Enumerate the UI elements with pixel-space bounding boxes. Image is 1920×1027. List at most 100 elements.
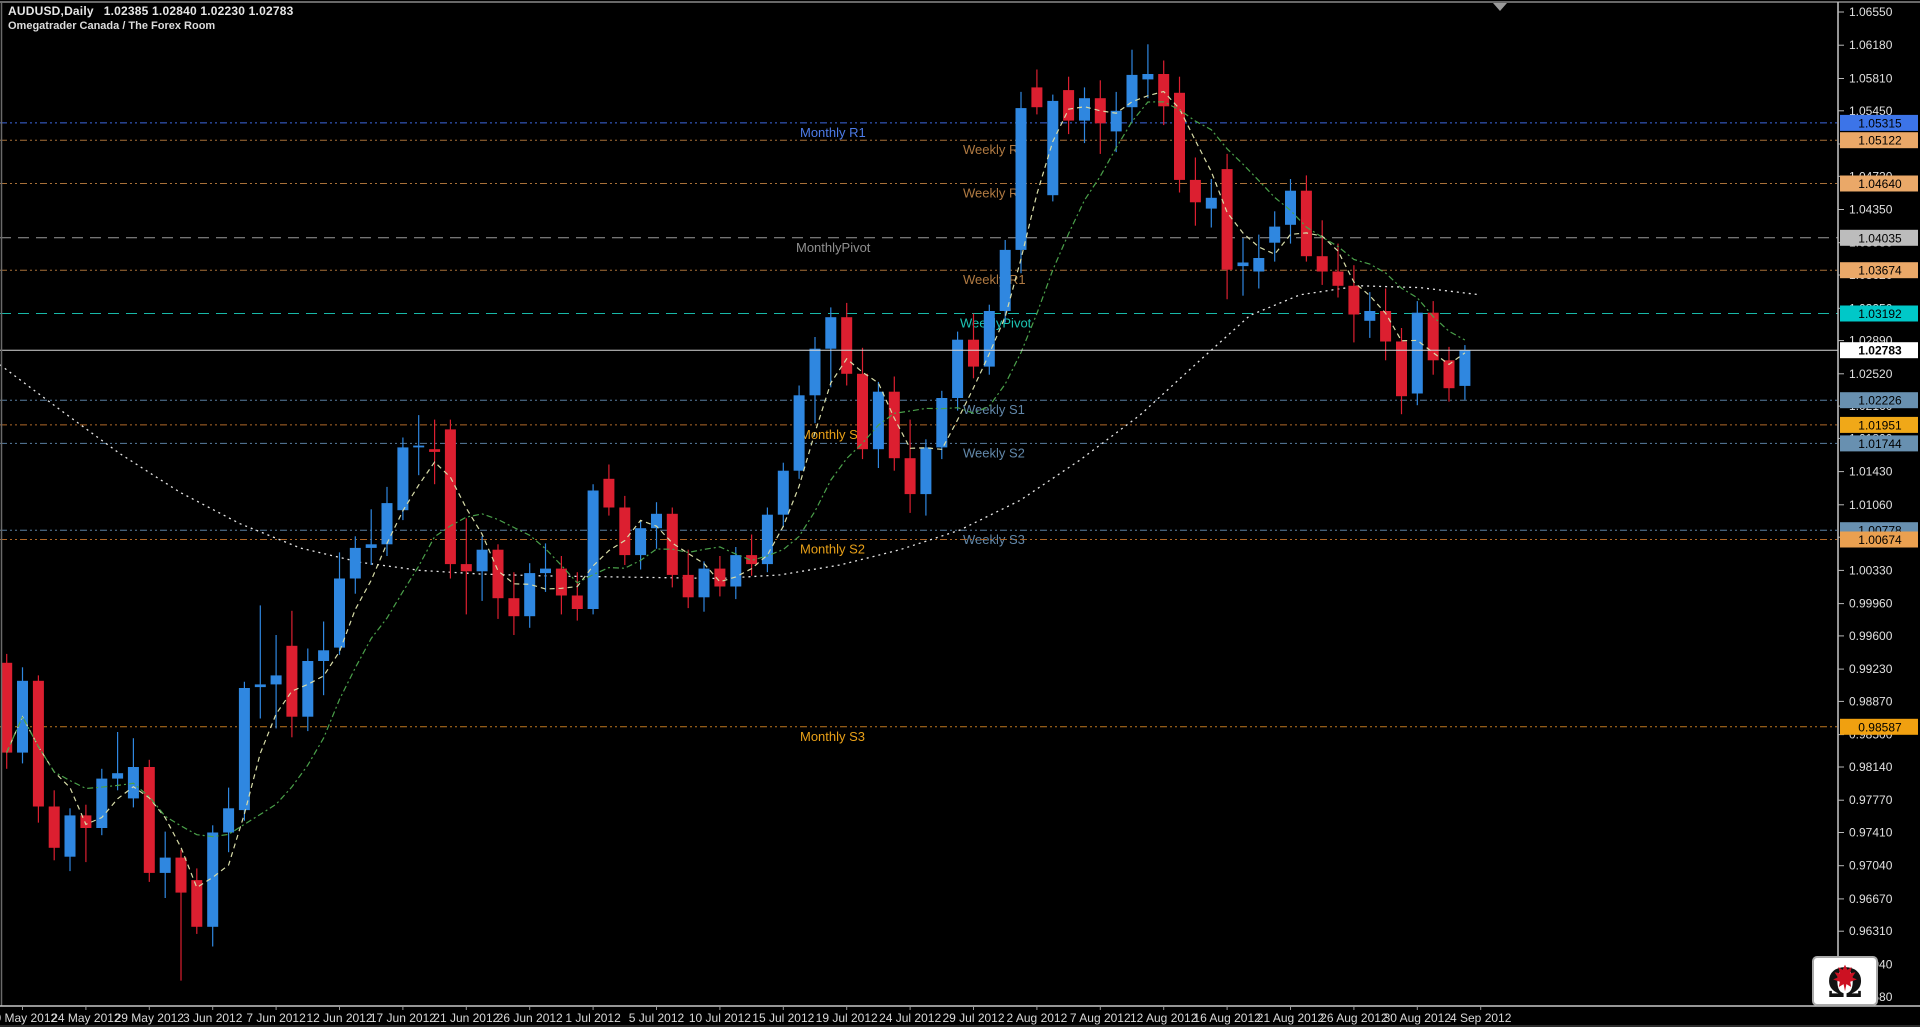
candle-bull <box>761 514 773 565</box>
candle-bear <box>1348 285 1360 315</box>
price-tick-label: 1.05810 <box>1849 72 1893 86</box>
price-axis[interactable]: 1.065501.061801.058101.054501.050801.047… <box>1838 5 1918 1004</box>
candle-bull <box>936 398 948 448</box>
candle-bull <box>349 547 361 579</box>
price-tick-label: 0.99960 <box>1849 597 1893 611</box>
date-tick-label: 17 Jun 2012 <box>370 1011 436 1025</box>
date-tick-label: 21 Aug 2012 <box>1257 1011 1325 1025</box>
date-tick-label: 21 Jun 2012 <box>433 1011 499 1025</box>
price-tick-label: 0.97770 <box>1849 793 1893 807</box>
candle-bull <box>698 568 710 598</box>
date-tick-label: 4 Sep 2012 <box>1450 1011 1512 1025</box>
candle-bear <box>1316 256 1328 272</box>
axis-badge-value: 0.98587 <box>1858 720 1902 734</box>
date-tick-label: 7 Jun 2012 <box>246 1011 306 1025</box>
pivot-label-monthly-r1: Monthly R1 <box>800 125 866 140</box>
pivot-label-weekly-r2: Weekly R2 <box>963 186 1026 201</box>
axis-badge-monthly-s2: 1.00674 <box>1840 531 1918 548</box>
candle-bear <box>1174 92 1185 180</box>
axis-badge-value: 1.03192 <box>1858 307 1902 321</box>
axis-badge-current-price: 1.02783 <box>1840 342 1918 359</box>
candle-bull <box>318 650 330 661</box>
candle-bear <box>460 564 472 572</box>
axis-badge-value: 1.05315 <box>1858 116 1902 130</box>
date-tick-label: 29 Jul 2012 <box>942 1011 1004 1025</box>
axis-badge-monthly-s1: 1.01951 <box>1840 416 1918 433</box>
date-tick-label: 12 Aug 2012 <box>1130 1011 1198 1025</box>
price-tick-label: 1.04350 <box>1849 203 1893 217</box>
candle-bull <box>920 447 932 495</box>
candle-bear <box>1 662 13 753</box>
pivot-label-weekly-r1: Weekly R1 <box>963 272 1026 287</box>
candle-bull <box>651 513 662 529</box>
candle-bear <box>1031 87 1043 108</box>
axis-badge-bg <box>1840 416 1918 433</box>
candle-bull <box>1142 74 1154 80</box>
candle-bear <box>888 391 900 459</box>
pivot-label-weekly-s2: Weekly S2 <box>963 445 1025 460</box>
candle-bear <box>1063 90 1075 121</box>
candle-bear <box>1332 271 1344 286</box>
chart-shift-marker-icon <box>1493 3 1507 11</box>
candle-bull <box>635 528 647 556</box>
candle-bear <box>1427 312 1439 361</box>
axis-badge-weekly-s2: 1.01744 <box>1840 435 1918 452</box>
price-tick-label: 0.97040 <box>1849 859 1893 873</box>
candle-bull <box>809 348 821 396</box>
pivot-label-weekly-s1: Weekly S1 <box>963 402 1025 417</box>
candle-bear <box>191 880 203 927</box>
symbol-period-label: AUDUSD,Daily <box>8 4 94 18</box>
price-tick-label: 0.99230 <box>1849 662 1893 676</box>
pivot-label-monthly-pivot: MonthlyPivot <box>796 240 871 255</box>
candle-bull <box>159 857 171 873</box>
date-tick-label: 2 Aug 2012 <box>1007 1011 1068 1025</box>
candle-bull <box>64 815 76 857</box>
candle-bear <box>666 513 678 575</box>
date-tick-label: 20 May 2012 <box>0 1011 58 1025</box>
candle-bear <box>143 767 155 873</box>
axis-badge-monthly-r1: 1.05315 <box>1840 114 1918 131</box>
candle-bull <box>381 503 393 545</box>
candle-bear <box>1443 360 1455 389</box>
candle-bull <box>96 778 108 828</box>
date-tick-label: 5 Jul 2012 <box>629 1011 685 1025</box>
ohlc-values: 1.02385 1.02840 1.02230 1.02783 <box>103 4 294 18</box>
date-tick-label: 26 Aug 2012 <box>1320 1011 1388 1025</box>
candle-bear <box>175 857 187 893</box>
price-tick-label: 0.97410 <box>1849 826 1893 840</box>
price-tick-label: 0.98870 <box>1849 694 1893 708</box>
date-tick-label: 1 Jul 2012 <box>565 1011 621 1025</box>
axis-badge-bg <box>1840 114 1918 131</box>
axis-badge-bg <box>1840 718 1918 735</box>
candle-bull <box>397 447 409 511</box>
date-tick-label: 30 Aug 2012 <box>1384 1011 1452 1025</box>
candle-bear <box>714 568 726 587</box>
axis-badge-value: 1.03674 <box>1858 264 1902 278</box>
candle-bear <box>619 507 631 556</box>
candle-bear <box>904 458 916 495</box>
axis-badge-weekly-r3: 1.05122 <box>1840 132 1918 149</box>
candle-bull <box>999 249 1011 311</box>
candle-bull <box>476 549 488 572</box>
candles-layer <box>1 44 1471 981</box>
pivot-label-monthly-s2: Monthly S2 <box>800 542 865 557</box>
price-tick-label: 1.01430 <box>1849 465 1893 479</box>
candle-bull <box>1364 311 1376 321</box>
candle-bear <box>1396 341 1407 397</box>
axis-badge-bg <box>1840 132 1918 149</box>
candle-bull <box>238 688 250 811</box>
candle-bear <box>682 574 694 598</box>
axis-badge-weekly-s1: 1.02226 <box>1840 392 1918 409</box>
candle-bull <box>587 490 599 609</box>
candle-bear <box>508 598 520 617</box>
axis-badge-bg <box>1840 342 1918 359</box>
date-tick-label: 26 Jun 2012 <box>497 1011 563 1025</box>
axis-badge-value: 1.02226 <box>1858 394 1902 408</box>
axis-badge-bg <box>1840 435 1918 452</box>
candle-bear <box>1221 169 1233 270</box>
broker-subtitle: Omegatrader Canada / The Forex Room <box>8 20 216 32</box>
candle-bear <box>603 478 615 508</box>
pivot-label-monthly-s3: Monthly S3 <box>800 729 865 744</box>
